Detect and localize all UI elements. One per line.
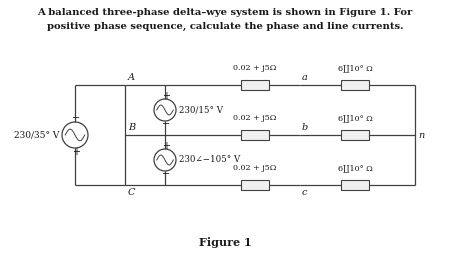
Text: n: n (418, 130, 424, 139)
Bar (241, 180, 269, 190)
Text: b: b (302, 123, 308, 132)
Text: C: C (128, 188, 135, 197)
Text: positive phase sequence, calculate the phase and line currents.: positive phase sequence, calculate the p… (47, 22, 403, 31)
Text: 6∐10° Ω: 6∐10° Ω (338, 164, 373, 172)
Bar (241, 130, 269, 140)
Text: 230∠−105° V: 230∠−105° V (179, 156, 240, 165)
Text: A: A (128, 73, 135, 82)
Text: a: a (302, 73, 308, 82)
Text: 0.02 + j5Ω: 0.02 + j5Ω (233, 64, 277, 72)
Text: +: + (72, 147, 80, 157)
Text: −: − (162, 119, 170, 129)
Text: −: − (162, 169, 170, 179)
Text: B: B (128, 123, 135, 132)
Text: A balanced three-phase delta–wye system is shown in Figure 1. For: A balanced three-phase delta–wye system … (37, 8, 413, 17)
Text: +: + (162, 91, 170, 101)
Text: 6∐10° Ω: 6∐10° Ω (338, 114, 373, 122)
Bar (241, 80, 269, 90)
Bar (341, 180, 369, 190)
Text: Figure 1: Figure 1 (199, 237, 251, 248)
Text: 6∐10° Ω: 6∐10° Ω (338, 64, 373, 72)
Text: 0.02 + j5Ω: 0.02 + j5Ω (233, 164, 277, 172)
Bar (341, 80, 369, 90)
Bar (341, 130, 369, 140)
Text: +: + (162, 141, 170, 151)
Text: c: c (302, 188, 307, 197)
Text: −: − (72, 113, 80, 123)
Text: 230∕35° V: 230∕35° V (14, 130, 59, 139)
Text: 0.02 + j5Ω: 0.02 + j5Ω (233, 114, 277, 122)
Text: 230∕15° V: 230∕15° V (179, 106, 223, 114)
